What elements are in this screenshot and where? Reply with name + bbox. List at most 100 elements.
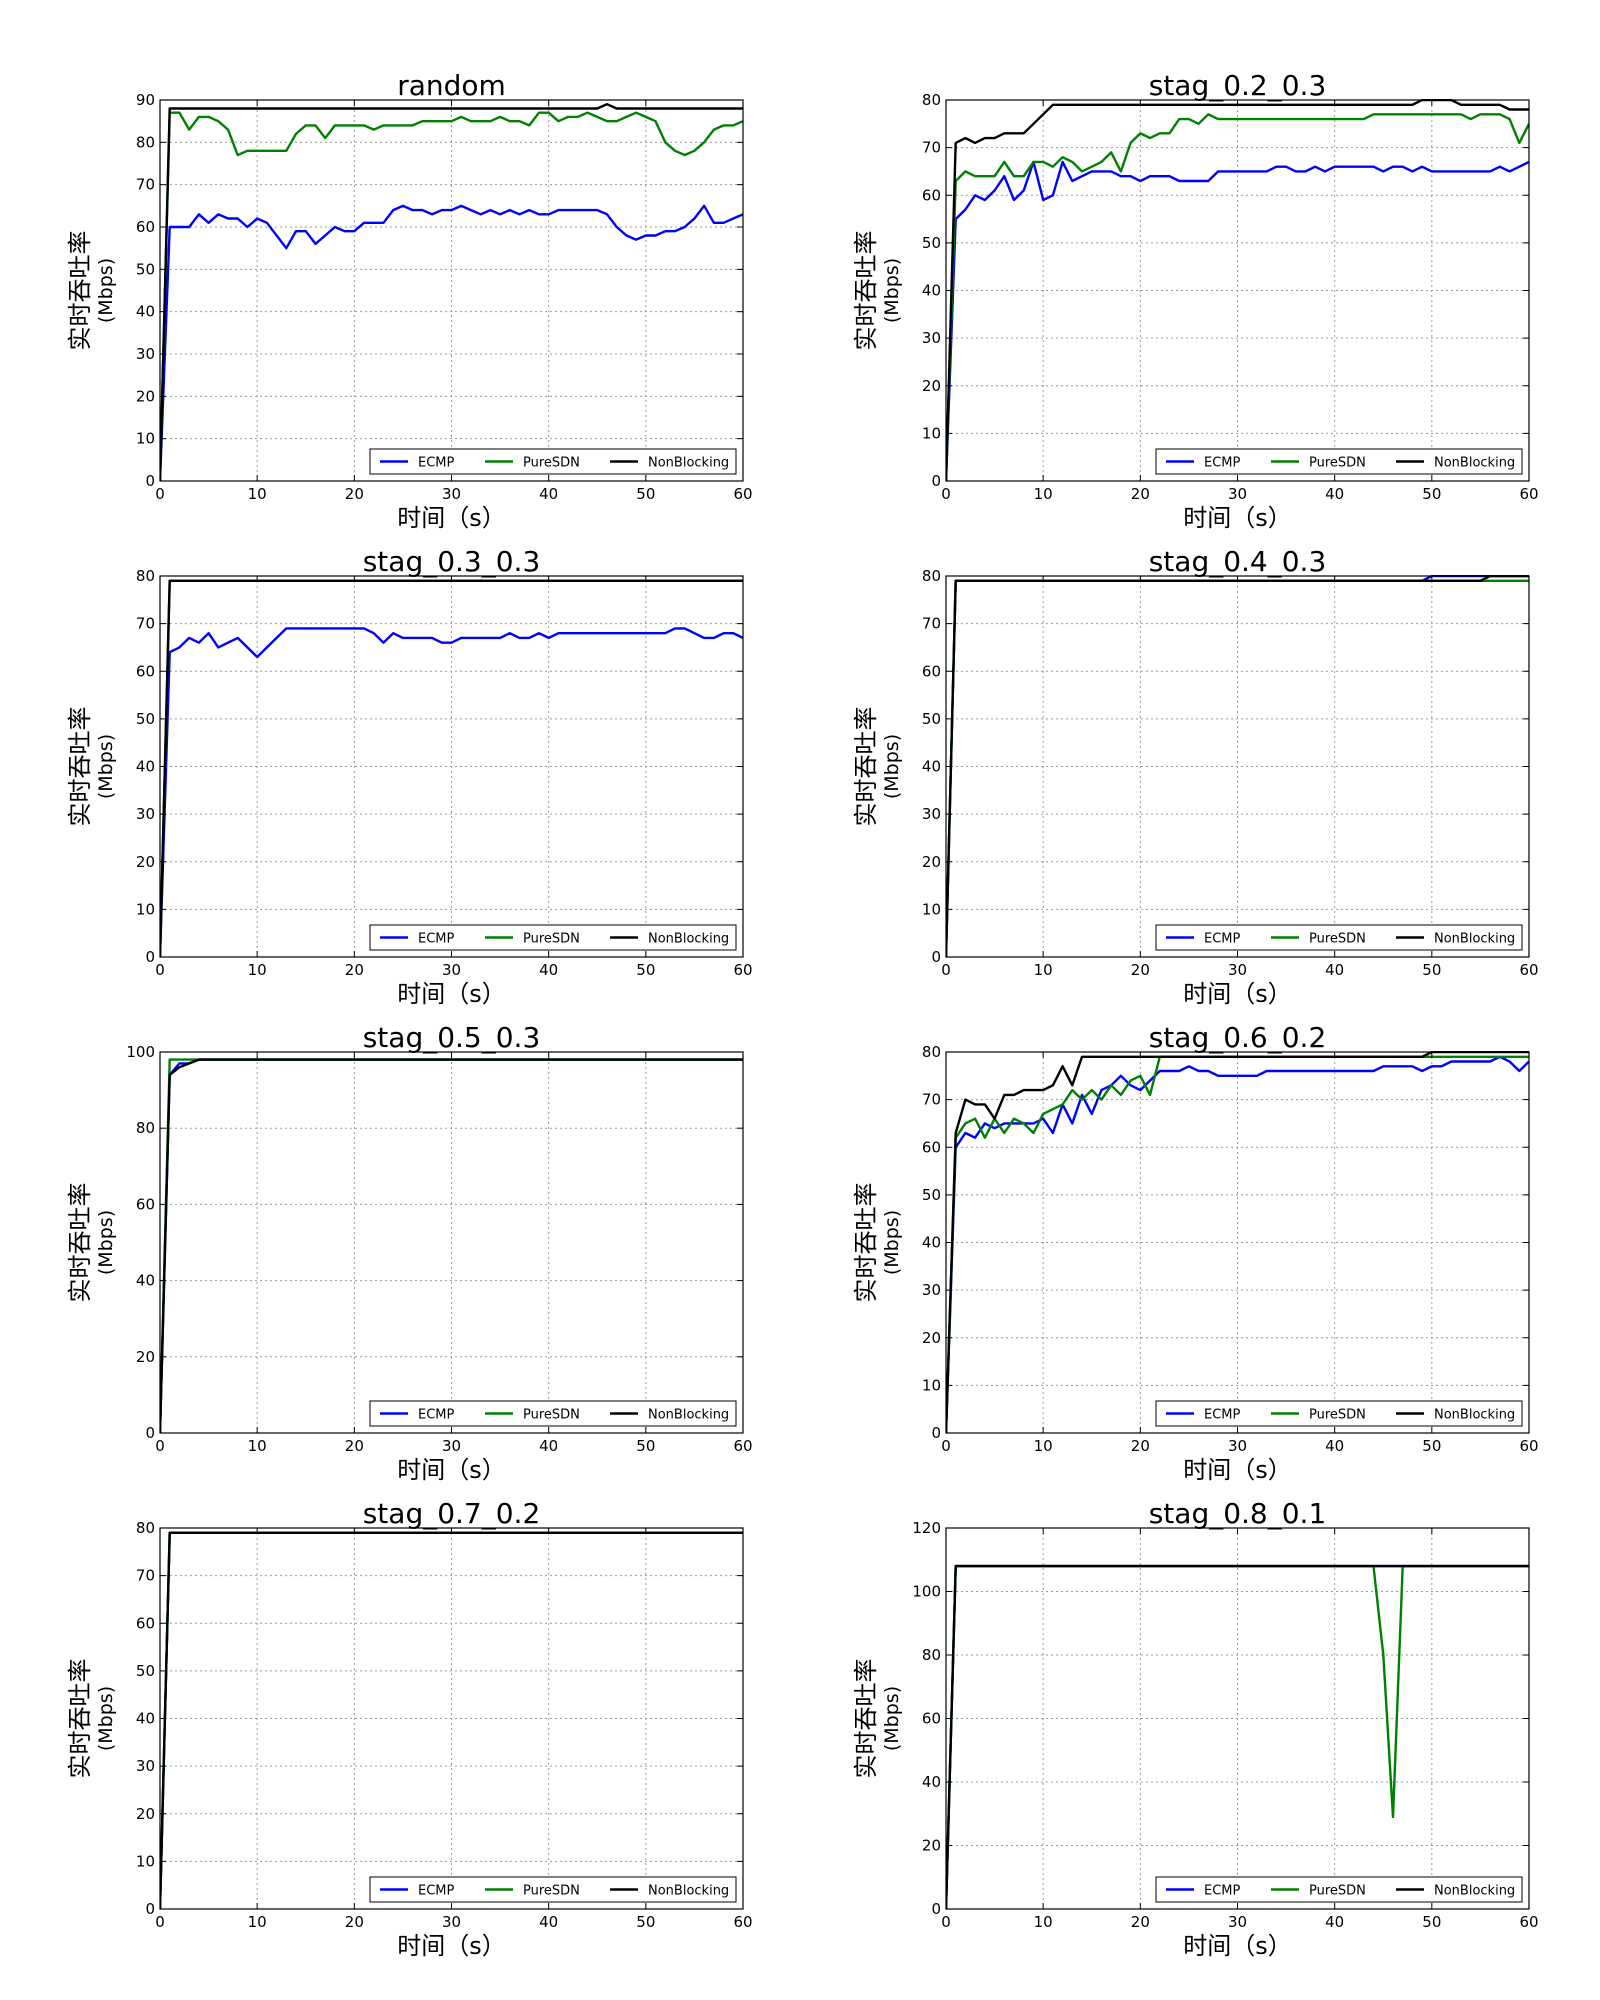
y-tick-label: 30 xyxy=(136,345,155,363)
chart-title: stag_0.2_0.3 xyxy=(1149,69,1327,102)
y-tick-label: 40 xyxy=(136,1272,155,1290)
y-tick-label: 10 xyxy=(922,900,941,918)
y-tick-label: 70 xyxy=(922,1091,941,1109)
x-tick-label: 20 xyxy=(345,485,364,503)
y-tick-label: 60 xyxy=(922,1138,941,1156)
series-line-ecmp xyxy=(946,1055,1529,1434)
x-axis-label: 时间（s） xyxy=(1183,504,1292,532)
y-tick-label: 10 xyxy=(922,424,941,442)
x-tick-label: 50 xyxy=(1422,961,1441,979)
y-tick-label: 40 xyxy=(136,1710,155,1728)
x-tick-label: 60 xyxy=(1519,1913,1538,1931)
y-tick-label: 20 xyxy=(136,853,155,871)
legend: ECMP PureSDN NonBlocking xyxy=(369,448,737,475)
x-tick-label: 60 xyxy=(733,485,752,503)
legend-label: PureSDN xyxy=(1309,456,1366,471)
chart-panel-2: 0 10 20 30 40 50 60 0 10 20 30 40 50 60 70 80 stag_0.3_0… xyxy=(66,545,753,1008)
x-tick-label: 0 xyxy=(155,1913,165,1931)
y-tick-label: 80 xyxy=(136,1119,155,1137)
y-tick-label: 20 xyxy=(922,1329,941,1347)
y-tick-label: 40 xyxy=(922,282,941,300)
x-axis-label: 时间（s） xyxy=(397,504,506,532)
y-axis-unit: (Mbps) xyxy=(881,1210,903,1275)
legend-box xyxy=(369,448,737,475)
y-tick-label: 10 xyxy=(136,430,155,448)
legend-label: PureSDN xyxy=(523,1884,580,1899)
y-tick-label: 20 xyxy=(136,1348,155,1366)
y-tick-label: 50 xyxy=(922,710,941,728)
legend-label: NonBlocking xyxy=(648,932,729,947)
y-tick-label: 100 xyxy=(912,1583,941,1601)
x-tick-label: 50 xyxy=(636,1913,655,1931)
y-tick-label: 50 xyxy=(922,234,941,252)
y-tick-label: 40 xyxy=(922,1234,941,1252)
legend-label: ECMP xyxy=(1204,1408,1241,1423)
y-tick-label: 30 xyxy=(136,805,155,823)
y-tick-label: 80 xyxy=(922,567,941,585)
y-tick-label: 60 xyxy=(136,1195,155,1213)
x-tick-label: 60 xyxy=(1519,485,1538,503)
y-tick-label: 20 xyxy=(922,1837,941,1855)
x-tick-label: 60 xyxy=(1519,961,1538,979)
y-tick-label: 0 xyxy=(145,948,155,966)
legend-box xyxy=(369,1400,737,1427)
chart-panel-0: 0 10 20 30 40 50 60 0 10 20 30 40 50 60 70 80 90 random 时间… xyxy=(66,69,753,532)
legend-label: PureSDN xyxy=(1309,932,1366,947)
y-axis-unit: (Mbps) xyxy=(881,734,903,799)
x-tick-label: 60 xyxy=(733,1437,752,1455)
x-tick-label: 0 xyxy=(941,961,951,979)
legend: ECMP PureSDN NonBlocking xyxy=(369,1876,737,1903)
x-tick-label: 50 xyxy=(636,961,655,979)
y-tick-label: 0 xyxy=(931,1424,941,1442)
chart-title: stag_0.6_0.2 xyxy=(1149,1021,1327,1054)
x-tick-label: 60 xyxy=(733,1913,752,1931)
x-tick-label: 10 xyxy=(248,961,267,979)
y-axis-unit: (Mbps) xyxy=(95,258,117,323)
y-tick-label: 10 xyxy=(136,900,155,918)
legend: ECMP PureSDN NonBlocking xyxy=(369,924,737,951)
y-tick-label: 70 xyxy=(922,139,941,157)
series-line-ecmp xyxy=(160,204,743,482)
y-tick-label: 0 xyxy=(931,1900,941,1918)
y-tick-label: 60 xyxy=(136,662,155,680)
legend-label: PureSDN xyxy=(523,456,580,471)
y-axis-label: 实时吞吐率 xyxy=(66,707,94,827)
y-tick-label: 60 xyxy=(922,186,941,204)
chart-panel-6: 0 10 20 30 40 50 60 0 10 20 30 40 50 60 70 80 stag_0.7_0… xyxy=(66,1497,753,1960)
x-tick-label: 40 xyxy=(1325,1437,1344,1455)
y-tick-label: 70 xyxy=(136,615,155,633)
y-tick-label: 120 xyxy=(912,1519,941,1537)
x-tick-label: 50 xyxy=(1422,485,1441,503)
y-tick-label: 0 xyxy=(145,1900,155,1918)
y-tick-label: 90 xyxy=(136,91,155,109)
legend-label: NonBlocking xyxy=(1434,932,1515,947)
legend-label: PureSDN xyxy=(1309,1408,1366,1423)
series-line-ecmp xyxy=(160,1058,743,1434)
x-tick-label: 20 xyxy=(1131,1437,1150,1455)
legend-box xyxy=(1155,924,1523,951)
chart-panel-1: 0 10 20 30 40 50 60 0 10 20 30 40 50 60 70 80 stag_0.2_0… xyxy=(852,69,1539,532)
y-tick-label: 50 xyxy=(136,1662,155,1680)
x-tick-label: 40 xyxy=(1325,961,1344,979)
x-tick-label: 50 xyxy=(1422,1437,1441,1455)
y-tick-label: 80 xyxy=(136,133,155,151)
legend-box xyxy=(369,1876,737,1903)
chart-title: stag_0.8_0.1 xyxy=(1149,1497,1327,1530)
y-tick-label: 20 xyxy=(136,387,155,405)
series-line-puresdn xyxy=(160,111,743,482)
x-tick-label: 40 xyxy=(539,485,558,503)
series-line-ecmp xyxy=(946,1564,1529,1910)
x-axis-label: 时间（s） xyxy=(1183,1456,1292,1484)
x-axis-label: 时间（s） xyxy=(1183,980,1292,1008)
y-tick-label: 80 xyxy=(922,1043,941,1061)
x-tick-label: 40 xyxy=(1325,485,1344,503)
x-tick-label: 0 xyxy=(155,485,165,503)
x-tick-label: 30 xyxy=(442,961,461,979)
y-tick-label: 10 xyxy=(136,1852,155,1870)
legend-label: PureSDN xyxy=(523,1408,580,1423)
x-tick-label: 10 xyxy=(1034,485,1053,503)
y-tick-label: 40 xyxy=(922,1773,941,1791)
chart-title: random xyxy=(397,69,506,102)
y-tick-label: 60 xyxy=(136,218,155,236)
x-tick-label: 0 xyxy=(155,961,165,979)
